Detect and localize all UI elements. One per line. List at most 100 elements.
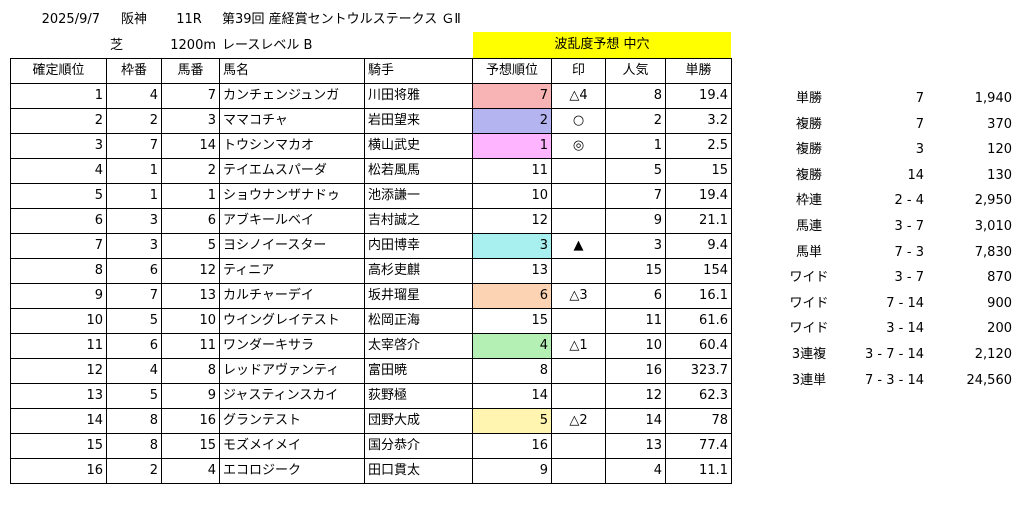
col-header-umaban: 馬番 xyxy=(161,58,220,84)
odds-cell: 60.4 xyxy=(665,333,732,359)
pred-rank-cell: 6 xyxy=(472,283,552,309)
payout-amount: 2,120 xyxy=(974,346,1012,362)
race-date: 2025/9/7 xyxy=(41,12,100,27)
race-number: 11R xyxy=(176,12,202,27)
pred-rank-cell: 15 xyxy=(472,308,552,334)
pred-rank-cell: 11 xyxy=(472,158,552,184)
horse-name-cell: ヨシノイースター xyxy=(219,233,365,259)
umaban-cell: 13 xyxy=(161,283,220,309)
payout-amount: 2,950 xyxy=(974,193,1012,209)
waku-cell: 1 xyxy=(106,158,162,184)
jockey-cell: 富田暁 xyxy=(364,358,473,384)
jockey-cell: 荻野極 xyxy=(364,383,473,409)
payout-combo: 14 xyxy=(907,167,924,183)
popularity-cell: 8 xyxy=(605,83,666,109)
table-row: 11 6 11 ワンダーキサラ 太宰啓介 4 △1 10 60.4 xyxy=(10,333,732,359)
payout-row: 複勝 14 130 xyxy=(778,163,1016,189)
popularity-cell: 13 xyxy=(605,433,666,459)
pred-rank-cell: 1 xyxy=(472,133,552,159)
payout-type: 3連単 xyxy=(791,372,827,388)
rank-cell: 14 xyxy=(10,408,107,434)
odds-cell: 78 xyxy=(665,408,732,434)
rank-cell: 8 xyxy=(10,258,107,284)
waku-cell: 1 xyxy=(106,183,162,209)
payout-row: 3連単 7 - 3 - 14 24,560 xyxy=(778,368,1016,394)
rank-cell: 11 xyxy=(10,333,107,359)
odds-cell: 15 xyxy=(665,158,732,184)
mark-cell: ○ xyxy=(551,108,606,134)
jockey-cell: 高杉吏麒 xyxy=(364,258,473,284)
waku-cell: 8 xyxy=(106,433,162,459)
payout-table: 単勝 7 1,940 複勝 7 370 複勝 3 120 複勝 14 130 枠連 2 - 4 2,950 馬… xyxy=(778,86,1016,393)
odds-cell: 2.5 xyxy=(665,133,732,159)
payout-type: 複勝 xyxy=(795,142,822,158)
odds-cell: 9.4 xyxy=(665,233,732,259)
payout-combo: 7 - 3 - 14 xyxy=(865,372,924,388)
horse-name-cell: モズメイメイ xyxy=(219,433,365,459)
horse-name-cell: グランテスト xyxy=(219,408,365,434)
payout-row: ワイド 7 - 14 900 xyxy=(778,291,1016,317)
payout-combo: 3 - 14 xyxy=(886,321,924,337)
horse-name-cell: ママコチャ xyxy=(219,108,365,134)
popularity-cell: 4 xyxy=(605,458,666,484)
payout-combo: 7 xyxy=(915,116,924,132)
rank-cell: 16 xyxy=(10,458,107,484)
col-header-waku: 枠番 xyxy=(106,58,162,84)
table-row: 14 8 16 グランテスト 団野大成 5 △2 14 78 xyxy=(10,408,732,434)
payout-row: ワイド 3 - 7 870 xyxy=(778,265,1016,291)
payout-amount: 900 xyxy=(987,295,1012,311)
popularity-cell: 5 xyxy=(605,158,666,184)
col-header-mark: 印 xyxy=(551,58,606,84)
payout-row: ワイド 3 - 14 200 xyxy=(778,316,1016,342)
jockey-cell: 松岡正海 xyxy=(364,308,473,334)
horse-name-cell: エコロジーク xyxy=(219,458,365,484)
popularity-cell: 15 xyxy=(605,258,666,284)
pred-rank-cell: 7 xyxy=(472,83,552,109)
umaban-cell: 11 xyxy=(161,333,220,359)
mark-cell: △2 xyxy=(551,408,606,434)
horse-name-cell: ワンダーキサラ xyxy=(219,333,365,359)
col-header-pred: 予想順位 xyxy=(472,58,552,84)
payout-type: 馬単 xyxy=(795,244,822,260)
pred-rank-cell: 13 xyxy=(472,258,552,284)
table-row: 2 2 3 ママコチャ 岩田望来 2 ○ 2 3.2 xyxy=(10,108,732,134)
payout-amount: 130 xyxy=(987,167,1012,183)
rank-cell: 15 xyxy=(10,433,107,459)
jockey-cell: 団野大成 xyxy=(364,408,473,434)
payout-type: ワイド xyxy=(789,270,829,286)
payout-amount: 200 xyxy=(987,321,1012,337)
payout-combo: 2 - 4 xyxy=(894,193,925,209)
table-row: 4 1 2 テイエムスパーダ 松若風馬 11 5 15 xyxy=(10,158,732,184)
rank-cell: 2 xyxy=(10,108,107,134)
horse-name-cell: ジャスティンスカイ xyxy=(219,383,365,409)
horse-name-cell: アブキールベイ xyxy=(219,208,365,234)
horse-name-cell: ティニア xyxy=(219,258,365,284)
umaban-cell: 10 xyxy=(161,308,220,334)
col-header-pop: 人気 xyxy=(605,58,666,84)
rank-cell: 6 xyxy=(10,208,107,234)
jockey-cell: 内田博幸 xyxy=(364,233,473,259)
col-header-horse: 馬名 xyxy=(219,58,365,84)
payout-amount: 7,830 xyxy=(974,244,1012,260)
payout-type: 複勝 xyxy=(795,167,822,183)
horse-name-cell: カンチェンジュンガ xyxy=(219,83,365,109)
popularity-cell: 6 xyxy=(605,283,666,309)
table-row: 3 7 14 トウシンマカオ 横山武史 1 ◎ 1 2.5 xyxy=(10,133,732,159)
payout-combo: 3 xyxy=(915,142,924,158)
payout-combo: 3 - 7 xyxy=(894,270,925,286)
payout-combo: 7 - 3 xyxy=(894,244,925,260)
payout-combo: 7 - 14 xyxy=(886,295,924,311)
umaban-cell: 1 xyxy=(161,183,220,209)
mark-cell xyxy=(551,383,606,409)
rank-cell: 4 xyxy=(10,158,107,184)
col-header-odds: 単勝 xyxy=(665,58,732,84)
race-level: レースレベル B xyxy=(222,38,313,53)
table-row: 16 2 4 エコロジーク 田口貫太 9 4 11.1 xyxy=(10,458,732,484)
table-row: 8 6 12 ティニア 高杉吏麒 13 15 154 xyxy=(10,258,732,284)
pred-rank-cell: 5 xyxy=(472,408,552,434)
odds-cell: 19.4 xyxy=(665,183,732,209)
odds-cell: 21.1 xyxy=(665,208,732,234)
odds-cell: 11.1 xyxy=(665,458,732,484)
table-row: 5 1 1 ショウナンザナドゥ 池添謙一 10 7 19.4 xyxy=(10,183,732,209)
payout-amount: 3,010 xyxy=(974,218,1012,234)
